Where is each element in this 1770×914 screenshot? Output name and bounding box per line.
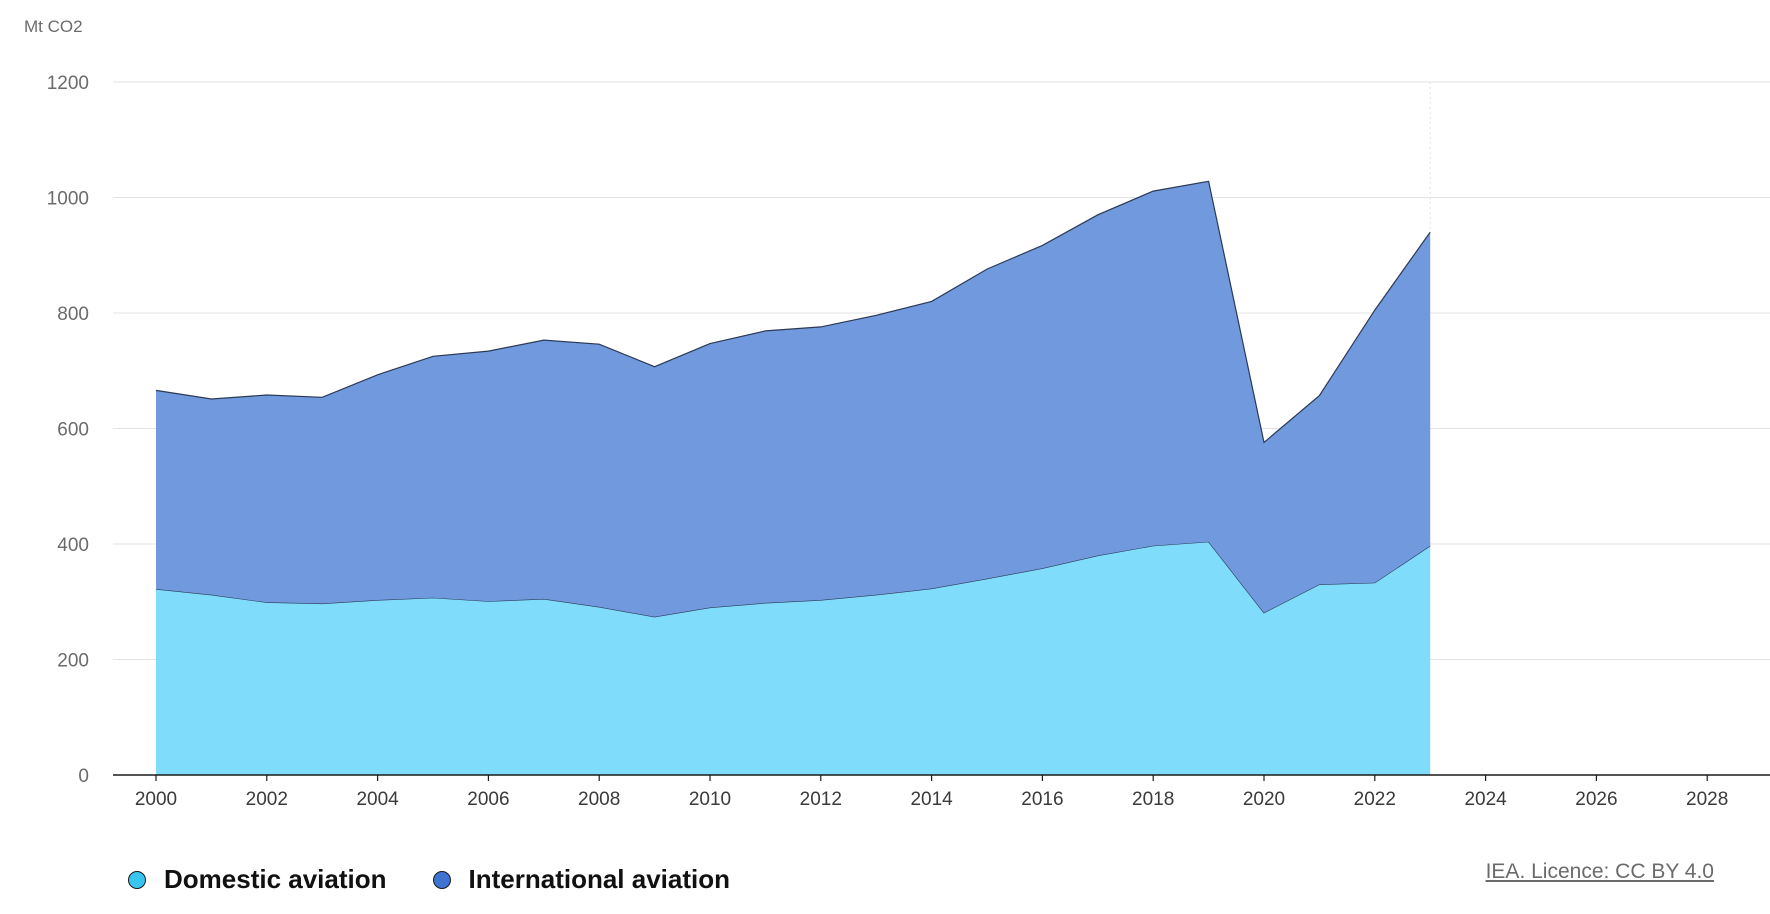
x-tick-label-2008: 2008 <box>578 789 620 810</box>
point-international-2018[interactable] <box>1150 188 1156 194</box>
x-tick-label-2010: 2010 <box>689 789 731 810</box>
point-international-2008[interactable] <box>596 341 602 347</box>
x-tick-label-2012: 2012 <box>800 789 842 810</box>
y-tick-label-600: 600 <box>57 420 89 441</box>
x-tick-label-2020: 2020 <box>1243 789 1285 810</box>
point-international-2013[interactable] <box>873 312 879 318</box>
legend-swatch-domestic <box>128 870 146 889</box>
legend-item-international[interactable]: International aviation <box>432 864 731 895</box>
x-tick-label-2004: 2004 <box>356 789 399 810</box>
x-tick-label-2018: 2018 <box>1132 789 1174 810</box>
point-international-2019[interactable] <box>1206 178 1212 184</box>
x-tick-label-2022: 2022 <box>1354 789 1396 810</box>
x-tick-label-2028: 2028 <box>1686 789 1728 810</box>
point-international-2000[interactable] <box>153 387 159 393</box>
y-axis-unit-label: Mt CO2 <box>24 17 83 36</box>
y-axis-ticks: 0 200 400 600 800 1000 1200 <box>47 73 89 787</box>
point-international-2011[interactable] <box>762 328 768 334</box>
point-international-2022[interactable] <box>1372 307 1378 313</box>
point-international-2006[interactable] <box>485 348 491 354</box>
legend-label-domestic: Domestic aviation <box>164 864 387 894</box>
x-tick-label-2016: 2016 <box>1021 789 1063 810</box>
x-tick-label-2026: 2026 <box>1575 789 1617 810</box>
area-domestic <box>156 541 1431 775</box>
area-series <box>153 82 1431 775</box>
point-international-2012[interactable] <box>818 324 824 330</box>
point-international-2005[interactable] <box>430 353 436 359</box>
point-international-2016[interactable] <box>1039 242 1045 248</box>
point-international-2002[interactable] <box>264 392 270 398</box>
point-international-2014[interactable] <box>929 298 935 304</box>
point-international-2021[interactable] <box>1316 393 1322 399</box>
point-international-2010[interactable] <box>707 341 713 347</box>
legend-label-international: International aviation <box>468 864 731 894</box>
x-tick-label-2024: 2024 <box>1464 789 1507 810</box>
point-international-2003[interactable] <box>319 394 325 400</box>
y-tick-label-1000: 1000 <box>47 189 89 210</box>
point-international-2007[interactable] <box>541 337 547 343</box>
point-international-2020[interactable] <box>1261 439 1267 445</box>
point-international-2017[interactable] <box>1095 212 1101 218</box>
point-international-2009[interactable] <box>652 364 658 370</box>
point-international-2015[interactable] <box>984 266 990 272</box>
x-tick-label-2014: 2014 <box>910 789 953 810</box>
legend-swatch-international <box>432 870 451 889</box>
y-tick-label-1200: 1200 <box>47 73 89 94</box>
licence-link[interactable]: IEA. Licence: CC BY 4.0 <box>1485 860 1714 883</box>
x-axis-ticks: 2000 2002 2004 2006 2008 2010 2012 2014 2016 2018… <box>135 775 1728 810</box>
x-tick-label-2000: 2000 <box>135 789 177 810</box>
point-international-2004[interactable] <box>375 372 381 378</box>
legend: Domestic aviation International aviation <box>128 864 776 895</box>
legend-item-domestic[interactable]: Domestic aviation <box>128 864 387 895</box>
point-international-2001[interactable] <box>208 396 214 402</box>
y-tick-label-800: 800 <box>57 304 89 325</box>
y-tick-label-400: 400 <box>57 535 89 556</box>
area-international <box>156 181 1431 617</box>
y-tick-label-200: 200 <box>57 651 89 672</box>
y-tick-label-0: 0 <box>78 766 89 787</box>
x-tick-label-2002: 2002 <box>246 789 288 810</box>
x-tick-label-2006: 2006 <box>467 789 509 810</box>
line-international <box>155 180 1431 444</box>
